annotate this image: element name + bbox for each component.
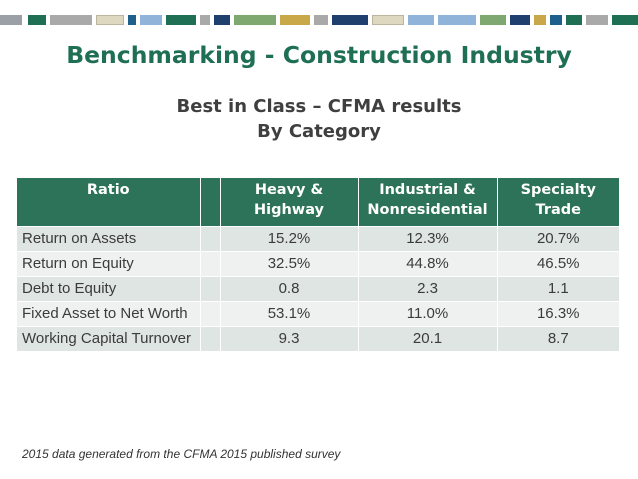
cell-specialty-trade: 20.7% [497,226,619,252]
table-row: Return on Assets 15.2% 12.3% 20.7% [17,226,619,252]
cell-spacer [200,276,221,302]
cell-specialty-trade: 46.5% [497,251,619,277]
cell-industrial-nonresidential: 2.3 [358,276,498,302]
cell-ratio: Fixed Asset to Net Worth [17,301,201,327]
table-row: Fixed Asset to Net Worth 53.1% 11.0% 16.… [17,301,619,327]
cell-heavy-highway: 53.1% [220,301,359,327]
header-heavy-highway: Heavy & Highway [220,178,359,227]
cell-heavy-highway: 15.2% [220,226,359,252]
cell-ratio: Return on Assets [17,226,201,252]
cell-heavy-highway: 9.3 [220,326,359,351]
subtitle-line-2: By Category [257,121,381,142]
slide-title: Benchmarking - Construction Industry [66,41,572,69]
cell-specialty-trade: 8.7 [497,326,619,351]
header-spacer [200,178,221,227]
cell-spacer [200,251,221,277]
table-row: Return on Equity 32.5% 44.8% 46.5% [17,251,619,277]
benchmark-table: Ratio Heavy & Highway Industrial & Nonre… [17,178,619,351]
cell-specialty-trade: 16.3% [497,301,619,327]
cell-ratio: Working Capital Turnover [17,326,201,351]
slide-subtitle: Best in Class – CFMA results By Category [0,94,638,144]
footnote: 2015 data generated from the CFMA 2015 p… [22,447,341,461]
cell-industrial-nonresidential: 20.1 [358,326,498,351]
cell-industrial-nonresidential: 11.0% [358,301,498,327]
table-row: Debt to Equity 0.8 2.3 1.1 [17,276,619,302]
decorative-color-strip [0,15,638,27]
cell-industrial-nonresidential: 44.8% [358,251,498,277]
cell-heavy-highway: 0.8 [220,276,359,302]
header-ratio: Ratio [17,178,201,227]
cell-spacer [200,226,221,252]
cell-industrial-nonresidential: 12.3% [358,226,498,252]
cell-spacer [200,301,221,327]
table-row: Working Capital Turnover 9.3 20.1 8.7 [17,326,619,351]
cell-ratio: Debt to Equity [17,276,201,302]
header-specialty-trade: Specialty Trade [497,178,619,227]
cell-ratio: Return on Equity [17,251,201,277]
table-header-row: Ratio Heavy & Highway Industrial & Nonre… [17,178,619,227]
header-industrial-nonresidential: Industrial & Nonresidential [358,178,498,227]
cell-spacer [200,326,221,351]
subtitle-line-1: Best in Class – CFMA results [176,96,462,117]
cell-specialty-trade: 1.1 [497,276,619,302]
cell-heavy-highway: 32.5% [220,251,359,277]
